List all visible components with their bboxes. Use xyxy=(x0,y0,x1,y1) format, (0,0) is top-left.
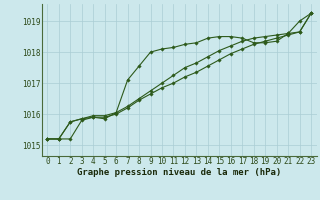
X-axis label: Graphe pression niveau de la mer (hPa): Graphe pression niveau de la mer (hPa) xyxy=(77,168,281,177)
